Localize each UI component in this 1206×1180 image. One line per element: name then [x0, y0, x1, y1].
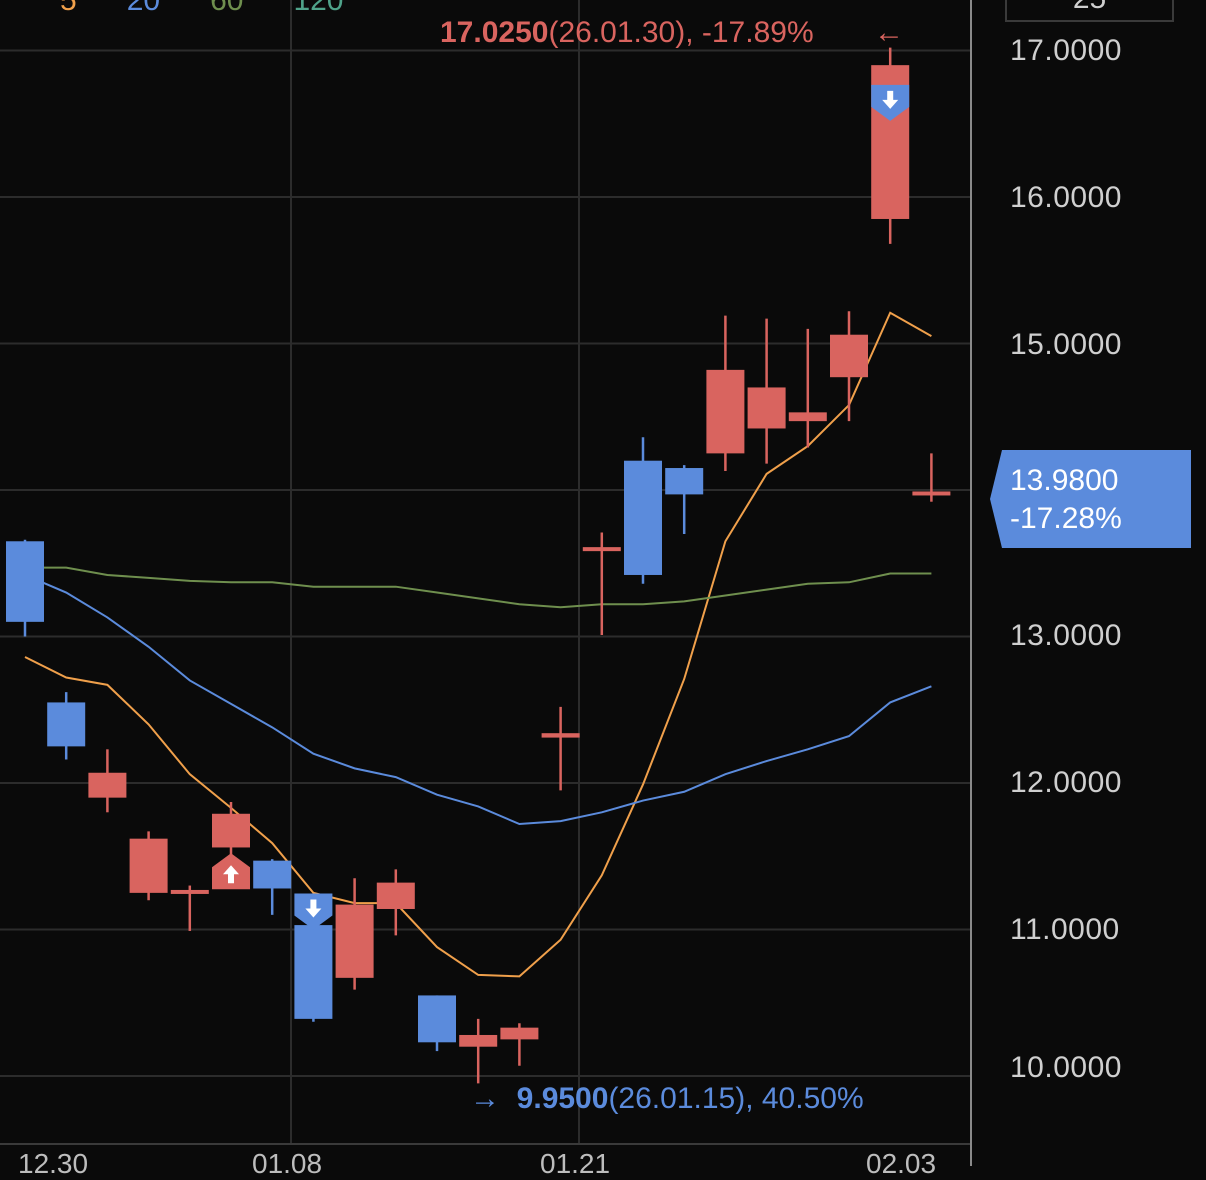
candle-body [129, 838, 168, 893]
ma-line-60 [25, 566, 932, 609]
candle-body [706, 369, 745, 454]
candle-body [541, 733, 580, 738]
ma-legend-60[interactable]: 60 [210, 0, 244, 17]
y-tick-label: 17.0000 [1010, 34, 1122, 67]
buy-signal-marker [212, 853, 250, 890]
candle-body [88, 772, 127, 798]
candle [47, 692, 86, 760]
candle-body [6, 541, 44, 622]
candle [129, 831, 168, 901]
candle [788, 328, 827, 448]
ma-legend-120[interactable]: 120 [293, 0, 344, 17]
candle [706, 315, 745, 471]
moving-average-lines [24, 311, 932, 978]
x-tick-label: 02.03 [866, 1148, 937, 1179]
candle-body [912, 491, 951, 496]
candle-body [665, 468, 704, 495]
candle [665, 465, 704, 534]
y-tick-label: 10.0000 [1010, 1051, 1122, 1084]
y-tick-label: 16.0000 [1010, 181, 1122, 214]
y-tick-label: 13.0000 [1010, 619, 1122, 652]
y-tick-label: 11.0000 [1010, 913, 1120, 946]
candle [830, 311, 868, 422]
trade-signal-markers [212, 84, 910, 930]
candle [624, 437, 662, 584]
candle [500, 1023, 539, 1066]
current-price-tag: 13.9800 -17.28% [990, 450, 1191, 548]
candle [376, 869, 415, 936]
candle [582, 532, 621, 636]
high-price-label: 17.0250(26.01.30), -17.89% [440, 16, 814, 50]
current-price-value: 13.9800 [1010, 464, 1119, 497]
chart-grid [0, 0, 971, 1145]
candle-body [582, 547, 621, 552]
candle-body [335, 904, 374, 978]
candle [88, 749, 127, 813]
candle [294, 925, 333, 1022]
low-price-detail: (26.01.15), 40.50% [608, 1082, 864, 1115]
x-tick-label: 01.21 [540, 1148, 611, 1179]
sell-signal-marker [871, 84, 910, 121]
candle [541, 706, 580, 791]
ma-legend: 5 20 60 120 [60, 0, 344, 16]
sell-signal-marker [294, 893, 333, 930]
candle-body [747, 387, 786, 429]
period-selector[interactable]: 25 [1005, 0, 1174, 22]
candles [6, 47, 951, 1084]
candle-body [47, 702, 86, 747]
ma-legend-20[interactable]: 20 [126, 0, 161, 17]
high-arrow-icon: ← [874, 16, 904, 49]
candle [747, 318, 786, 464]
y-tick-label: 15.0000 [1010, 328, 1122, 361]
candle-body [170, 889, 209, 894]
x-tick-label: 12.30 [18, 1148, 89, 1179]
arrow-down-icon [882, 90, 899, 109]
candle-body [294, 925, 333, 1019]
low-arrow-icon: → [470, 1082, 500, 1115]
ma-line-5 [24, 311, 932, 978]
candle-body [376, 882, 415, 909]
candle [335, 878, 374, 990]
high-price-value: 17.0250 [440, 16, 549, 49]
y-tick-label: 12.0000 [1010, 766, 1122, 799]
candle [871, 47, 910, 244]
low-price-label: → 9.9500(26.01.15), 40.50% [470, 1082, 864, 1116]
candle-body [459, 1034, 498, 1047]
arrow-down-icon [305, 899, 322, 918]
candle [253, 859, 292, 915]
candle-body [624, 460, 662, 575]
candle-body [253, 860, 292, 889]
current-price-change: -17.28% [1010, 502, 1122, 535]
candle [912, 453, 951, 502]
candle-body [830, 334, 868, 378]
low-price-value: 9.9500 [516, 1082, 609, 1115]
candle [170, 885, 209, 931]
ma-legend-5[interactable]: 5 [60, 0, 77, 17]
candle [212, 802, 250, 876]
candle-body [418, 995, 456, 1043]
candle [418, 995, 456, 1052]
candle [6, 539, 44, 637]
ma-line-20 [24, 574, 932, 826]
candle-body [500, 1027, 539, 1040]
candle-body [212, 813, 250, 848]
candle-body [788, 412, 827, 422]
arrow-up-icon [223, 865, 239, 884]
x-tick-label: 01.08 [252, 1148, 323, 1179]
high-price-detail: (26.01.30), -17.89% [548, 16, 814, 49]
candle [459, 1018, 498, 1084]
